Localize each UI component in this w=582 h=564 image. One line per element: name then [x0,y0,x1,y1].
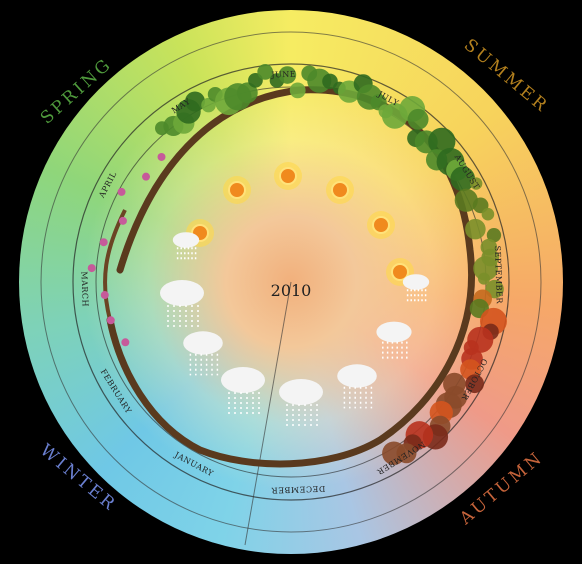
leaf-cluster [465,374,484,394]
sun [391,263,409,281]
cloud [183,331,223,355]
leaf-cluster [469,177,483,190]
blossom [99,238,108,247]
blossom [118,216,127,225]
blossom [100,291,109,300]
leaf-cluster [236,82,258,104]
season-label: SUMMER [460,35,553,117]
month-label: JUNE [270,70,296,80]
sun [331,181,349,199]
season-label: AUTUMN [455,448,547,530]
blossom [142,172,151,181]
season-label: SPRING [37,54,117,128]
blossom [87,264,96,273]
month-label: SEPTEMBER [493,245,504,304]
branch [106,86,475,468]
leaf-cluster [465,218,486,240]
cloud [221,367,265,393]
sun [228,181,246,199]
leaf-cluster [201,97,216,113]
outer-ring [40,31,542,533]
year-line [244,281,292,546]
year: 2010 [271,281,312,300]
sun [279,167,297,185]
blossom [117,187,126,196]
leaf-cluster [185,91,205,112]
foliage [87,64,507,466]
month-ring [72,63,510,501]
leaf-cluster [407,108,429,130]
twig [103,209,127,321]
blossom [157,152,166,161]
cloud [376,321,412,343]
leaf-cluster [454,188,478,212]
blossom [121,338,130,347]
leaf-cluster [473,256,498,281]
cloud [337,364,377,388]
month-label: DECEMBER [271,484,326,495]
leaf-cluster [257,64,274,80]
sun [372,216,390,234]
leaf-cluster [481,207,495,221]
cloud [172,232,200,248]
leaf-cluster [278,66,297,84]
month-label: APRIL [97,170,119,200]
cloud [279,379,323,405]
weather [160,162,430,428]
leaf-cluster [486,227,502,243]
cloud [160,280,204,306]
blossom [106,316,115,325]
month-label: MARCH [80,271,90,307]
leaf-cluster [450,166,476,192]
leaf-cluster [289,82,306,99]
leaf-cluster [382,441,406,466]
cloud [402,274,430,290]
leaf-cluster [477,272,490,285]
